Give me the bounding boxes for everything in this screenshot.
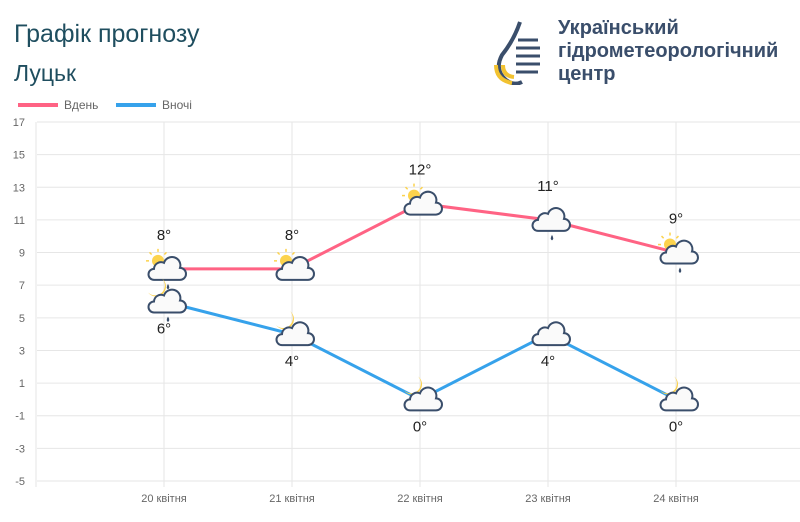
partly-cloudy-icon [402,183,443,216]
x-tick-label: 21 квітня [269,493,315,505]
data-label: 0° [669,418,683,435]
y-tick-label: 1 [19,378,25,390]
x-tick-label: 22 квітня [397,493,443,505]
y-tick-label: 15 [13,150,25,162]
y-tick-label: -1 [15,411,25,423]
moon-cloud-icon [275,311,315,347]
y-tick-label: -3 [15,443,25,455]
data-label: 12° [409,162,432,179]
y-tick-label: 11 [14,215,25,227]
page-title: Графік прогнозу [14,20,200,48]
city-name: Луцьк [14,60,77,86]
y-tick-label: 9 [19,248,25,260]
x-tick-label: 20 квітня [141,493,187,505]
x-tick-label: 24 квітня [653,493,699,505]
ugmc-logo [494,21,540,85]
data-label: 9° [669,211,683,228]
y-tick-label: 13 [13,182,25,194]
org-line: гідрометеорологічний [558,40,779,62]
moon-cloud-icon [403,376,443,412]
data-label: 0° [413,418,427,435]
partly-cloudy-icon [274,248,315,281]
data-label: 6° [157,321,171,338]
legend-label: Вдень [64,98,98,112]
org-line: Український [558,17,679,39]
partly-cloudy-rain-icon [658,232,699,274]
y-tick-label: 5 [19,313,25,325]
y-tick-label: 17 [13,117,25,129]
data-label: 8° [157,227,171,244]
y-tick-label: 7 [19,280,25,292]
y-tick-label: 3 [19,345,25,357]
data-label: 11° [537,178,559,195]
org-name: Український гідрометеорологічний центр [558,17,778,86]
moon-cloud-icon [659,376,699,412]
partly-cloudy-rain-icon [146,248,187,290]
cloud-icon [531,321,571,347]
data-label: 4° [541,353,555,370]
cloud-rain-icon [531,207,571,241]
x-tick-label: 23 квітня [525,493,571,505]
legend-label: Вночі [162,98,192,112]
y-tick-label: -5 [15,476,25,488]
org-line: центр [558,63,616,85]
moon-cloud-rain-icon [147,278,187,322]
data-label: 4° [285,353,299,370]
data-label: 8° [285,227,299,244]
